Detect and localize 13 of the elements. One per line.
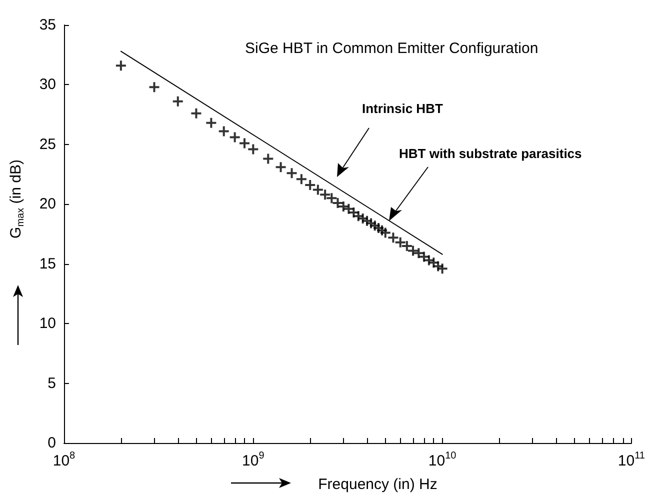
y-tick-label: 10 [39,315,56,332]
y-axis-title: Gmax (in dB) [8,160,26,238]
y-tick-label: 20 [39,196,56,213]
y-tick-label: 5 [48,374,56,392]
y-tick-label: 0 [48,434,56,452]
annotation: HBT with substrate parasitics [399,146,582,161]
y-tick-label: 30 [39,76,56,94]
x-axis-title: Frequency (in) Hz [318,476,438,493]
annotation: Intrinsic HBT [362,101,443,116]
y-tick-label: 35 [39,16,56,34]
text: SiGe HBT in Common Emitter Configuration [245,40,538,57]
y-tick-label: 15 [39,255,56,272]
y-tick-label: 25 [39,136,56,153]
